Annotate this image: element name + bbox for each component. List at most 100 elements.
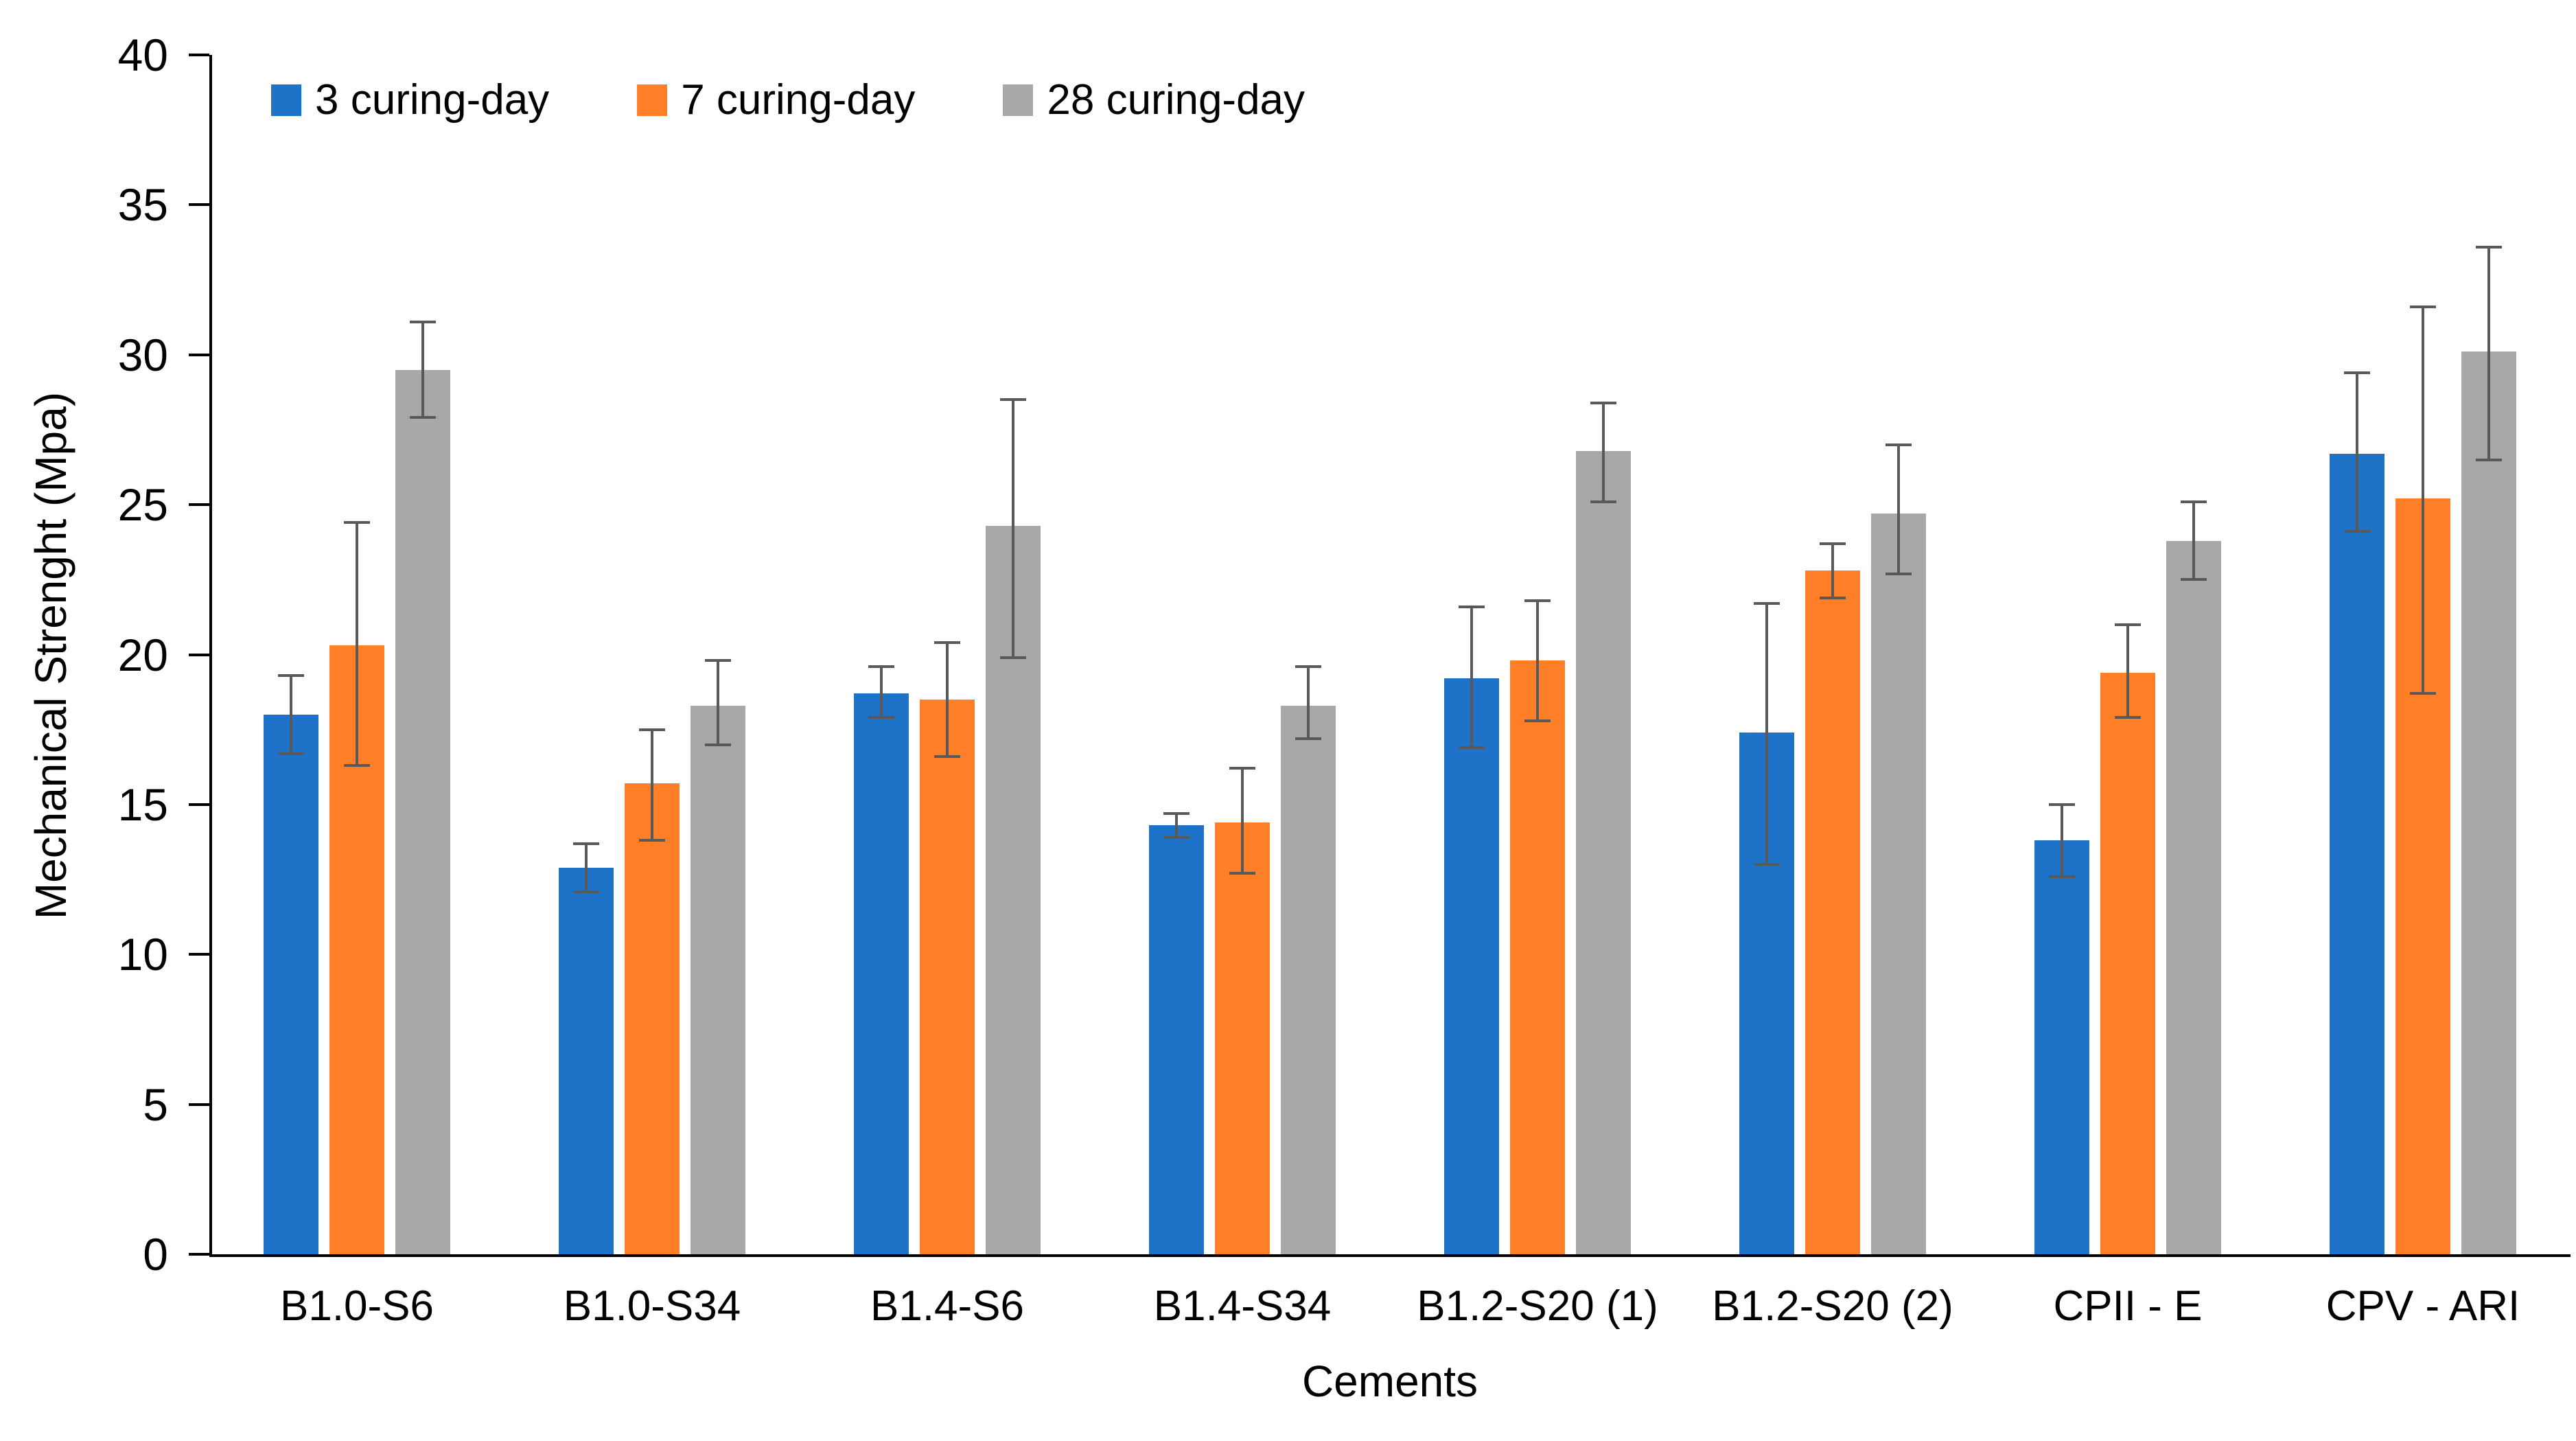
bar-3-curing-day-B1.2-S20(1) <box>1444 678 1499 1254</box>
error-bar-cap-top <box>1885 443 1912 446</box>
x-category-label: B1.2-S20 (2) <box>1712 1282 1953 1330</box>
y-tick-mark <box>189 653 209 656</box>
legend-item: 7 curing-day <box>637 76 915 124</box>
error-bar-cap-top <box>1459 605 1485 608</box>
bar-7-curing-day-CPII-E <box>2100 672 2155 1254</box>
y-tick-mark <box>189 1103 209 1106</box>
bar-3-curing-day-B1.0-S34 <box>559 867 614 1254</box>
y-tick-mark <box>189 54 209 56</box>
error-bar-cap-top <box>2049 803 2075 806</box>
error-bar-line <box>946 643 949 757</box>
y-tick-label: 40 <box>117 30 168 80</box>
error-bar-line <box>290 676 292 754</box>
bar-7-curing-day-B1.4-S34 <box>1215 822 1270 1254</box>
bar-28-curing-day-CPV-ARI <box>2461 351 2516 1254</box>
error-bar-line <box>1602 402 1605 502</box>
legend-swatch-icon <box>1003 84 1034 116</box>
error-bar-line <box>880 666 883 718</box>
bar-7-curing-day-B1.4-S6 <box>920 700 975 1254</box>
x-category-label: B1.0-S34 <box>563 1282 741 1330</box>
error-bar-cap-top <box>639 728 665 731</box>
error-bar-line <box>1536 600 1539 721</box>
error-bar-cap-bottom <box>934 754 960 758</box>
x-category-label: B1.4-S6 <box>870 1282 1025 1330</box>
error-bar-cap-top <box>1000 398 1026 402</box>
x-category-label: CPV - ARI <box>2325 1282 2520 1330</box>
error-bar-cap-bottom <box>1754 863 1780 866</box>
error-bar-cap-top <box>344 521 370 524</box>
error-bar-cap-bottom <box>2344 530 2370 533</box>
error-bar-line <box>1307 666 1310 739</box>
error-bar-line <box>585 843 588 892</box>
bar-28-curing-day-B1.0-S6 <box>395 369 450 1254</box>
bar-3-curing-day-B1.4-S34 <box>1149 825 1204 1254</box>
error-bar-cap-bottom <box>344 764 370 768</box>
chart-legend: 3 curing-day 7 curing-day 28 curing-day <box>271 76 1305 124</box>
error-bar-line <box>717 660 719 745</box>
error-bar-cap-top <box>2410 305 2436 308</box>
error-bar-cap-bottom <box>1163 835 1190 839</box>
y-tick-label: 25 <box>117 479 168 531</box>
error-bar-cap-top <box>2476 245 2502 249</box>
bar-28-curing-day-B1.0-S34 <box>691 705 745 1254</box>
error-bar-cap-top <box>1820 542 1846 545</box>
y-tick-label: 10 <box>117 929 168 980</box>
y-tick-label: 30 <box>117 329 168 380</box>
error-bar-line <box>2061 804 2063 877</box>
x-category-label: B1.2-S20 (1) <box>1417 1282 1658 1330</box>
error-bar-line <box>2356 372 2358 532</box>
bar-3-curing-day-CPII-E <box>2034 840 2089 1254</box>
error-bar-line <box>1765 603 1768 865</box>
error-bar-cap-bottom <box>278 752 304 755</box>
error-bar-line <box>1175 813 1178 838</box>
x-category-label: B1.4-S34 <box>1153 1282 1332 1330</box>
error-bar-cap-top <box>410 320 436 323</box>
error-bar-cap-bottom <box>1820 596 1846 599</box>
error-bar-line <box>651 729 653 841</box>
y-tick-mark <box>189 503 209 507</box>
y-tick-label: 5 <box>143 1079 168 1130</box>
error-bar-line <box>2192 501 2195 580</box>
y-tick-mark <box>189 353 209 356</box>
error-bar-cap-top <box>2115 623 2141 626</box>
error-bar-line <box>1012 400 1014 658</box>
error-bar-cap-bottom <box>2049 875 2075 878</box>
error-bar-line <box>2422 306 2424 694</box>
legend-label: 3 curing-day <box>315 76 550 124</box>
error-bar-line <box>2126 624 2129 718</box>
legend-label: 7 curing-day <box>681 76 916 124</box>
error-bar-line <box>356 522 358 766</box>
error-bar-cap-bottom <box>639 839 665 842</box>
y-tick-mark <box>189 953 209 956</box>
error-bar-cap-bottom <box>573 890 599 893</box>
error-bar-line <box>1470 606 1473 748</box>
y-tick-mark <box>189 1253 209 1256</box>
y-tick-label: 15 <box>117 779 168 830</box>
bar-3-curing-day-CPV-ARI <box>2330 453 2384 1254</box>
y-axis-line <box>209 55 212 1257</box>
error-bar-cap-bottom <box>2476 458 2502 461</box>
bar-7-curing-day-B1.2-S20(1) <box>1510 660 1565 1254</box>
error-bar-cap-top <box>1524 599 1551 602</box>
error-bar-cap-top <box>2344 371 2370 374</box>
bar-28-curing-day-B1.4-S34 <box>1281 705 1336 1254</box>
y-tick-label: 35 <box>117 179 168 231</box>
x-category-label: B1.0-S6 <box>279 1282 434 1330</box>
y-tick-mark <box>189 203 209 207</box>
x-category-label: CPII - E <box>2053 1282 2203 1330</box>
bar-3-curing-day-B1.0-S6 <box>264 714 318 1254</box>
error-bar-line <box>2487 246 2490 460</box>
error-bar-cap-bottom <box>410 416 436 419</box>
bar-28-curing-day-B1.2-S20(2) <box>1871 514 1926 1254</box>
error-bar-cap-top <box>1754 602 1780 606</box>
error-bar-line <box>1831 543 1834 598</box>
error-bar-cap-bottom <box>1459 746 1485 749</box>
legend-item: 28 curing-day <box>1003 76 1305 124</box>
error-bar-cap-bottom <box>2410 692 2436 695</box>
bar-7-curing-day-B1.0-S34 <box>625 783 680 1254</box>
error-bar-cap-top <box>868 665 894 668</box>
error-bar-line <box>1241 768 1244 874</box>
legend-swatch-icon <box>271 84 301 116</box>
error-bar-cap-bottom <box>1229 872 1255 875</box>
